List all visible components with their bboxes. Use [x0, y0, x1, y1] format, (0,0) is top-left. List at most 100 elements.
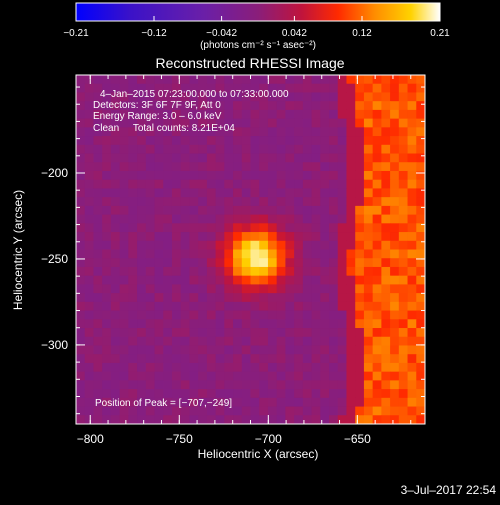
heatmap-cell [233, 136, 243, 146]
heatmap-cell [119, 153, 129, 163]
heatmap-cell [372, 362, 382, 373]
heatmap-cell [398, 214, 408, 224]
heatmap-cell [189, 258, 199, 268]
heatmap-cell [407, 275, 417, 285]
heatmap-cell [145, 301, 155, 311]
colorbar-tick-label: −0.042 [206, 28, 237, 39]
heatmap-cell [84, 301, 94, 311]
heatmap-cell [206, 354, 217, 364]
heatmap-cell [329, 354, 339, 364]
heatmap-cell [76, 397, 86, 407]
heatmap-cell [311, 354, 321, 364]
heatmap-cell [145, 179, 155, 189]
heatmap-cell [311, 275, 321, 285]
heatmap-cell [276, 223, 286, 233]
heatmap-cell [163, 232, 173, 242]
y-tick-label: −200 [41, 166, 68, 180]
heatmap-cell [206, 223, 217, 233]
heatmap-cell [128, 118, 138, 128]
heatmap-cell [137, 109, 147, 120]
heatmap-cell [346, 240, 356, 250]
heatmap-cell [76, 118, 86, 128]
heatmap-cell [137, 284, 147, 294]
heatmap-cell [311, 214, 321, 224]
heatmap-cell [198, 319, 208, 329]
heatmap-cell [189, 336, 199, 346]
heatmap-cell [416, 397, 425, 407]
heatmap-cell [302, 109, 312, 120]
heatmap-cell [355, 232, 365, 242]
heatmap-cell [145, 170, 155, 181]
heatmap-cell [198, 406, 208, 416]
heatmap-cell [267, 75, 278, 85]
heatmap-cell [320, 205, 330, 216]
heatmap-cell [337, 345, 347, 355]
heatmap-cell [276, 101, 286, 111]
heatmap-cell [294, 144, 304, 154]
heatmap-cell [180, 293, 190, 303]
heatmap-cell [198, 197, 208, 207]
heatmap-cell [93, 214, 103, 224]
heatmap-cell [206, 118, 217, 128]
heatmap-cell [355, 127, 365, 137]
heatmap-cell [276, 284, 286, 294]
heatmap-cell [416, 101, 425, 111]
heatmap-cell [363, 92, 374, 102]
heatmap-cell [233, 415, 243, 424]
heatmap-cell [110, 144, 121, 154]
heatmap-cell [302, 153, 312, 163]
heatmap-cell [250, 284, 260, 294]
heatmap-cell [390, 389, 400, 399]
heatmap-cell [102, 223, 112, 233]
heatmap-cell [363, 144, 374, 154]
heatmap-cell [337, 101, 347, 111]
heatmap-cell [416, 109, 425, 120]
heatmap-cell [241, 301, 251, 311]
heatmap-cell [206, 75, 217, 85]
heatmap-cell [363, 336, 374, 346]
heatmap-cell [215, 223, 225, 233]
heatmap-cell [363, 118, 374, 128]
heatmap-cell [346, 232, 356, 242]
heatmap-cell [250, 127, 260, 137]
heatmap-cell [206, 362, 217, 373]
chart-title: Reconstructed RHESSI Image [155, 55, 344, 71]
heatmap-cell [276, 109, 286, 120]
heatmap-cell [250, 336, 260, 346]
heatmap-cell [285, 83, 295, 93]
heatmap-cell [250, 109, 260, 120]
heatmap-cell [372, 214, 382, 224]
heatmap-cell [180, 284, 190, 294]
heatmap-cell [259, 75, 269, 85]
heatmap-cell [189, 249, 199, 259]
heatmap-cell [93, 223, 103, 233]
heatmap-cell [215, 83, 225, 93]
heatmap-cell [171, 92, 182, 102]
heatmap-cell [390, 75, 400, 85]
heatmap-cell [346, 127, 356, 137]
heatmap-cell [171, 205, 182, 216]
heatmap-cell [180, 92, 190, 102]
heatmap-cell [398, 345, 408, 355]
heatmap-cell [224, 249, 234, 259]
heatmap-cell [320, 336, 330, 346]
heatmap-cell [163, 319, 173, 329]
heatmap-cell [198, 127, 208, 137]
heatmap-cell [233, 345, 243, 355]
heatmap-cell [76, 319, 86, 329]
heatmap-cell [372, 336, 382, 346]
heatmap-cell [198, 240, 208, 250]
heatmap-cell [250, 188, 260, 198]
heatmap-cell [259, 345, 269, 355]
heatmap-cell [355, 293, 365, 303]
heatmap-cell [276, 310, 286, 320]
heatmap-cell [311, 389, 321, 399]
heatmap-cell [416, 258, 425, 268]
heatmap-cell [84, 170, 94, 181]
heatmap-cell [267, 336, 278, 346]
heatmap-cell [381, 83, 391, 93]
heatmap-cell [329, 188, 339, 198]
heatmap-cell [189, 293, 199, 303]
heatmap-cell [76, 127, 86, 137]
heatmap-cell [372, 415, 382, 424]
